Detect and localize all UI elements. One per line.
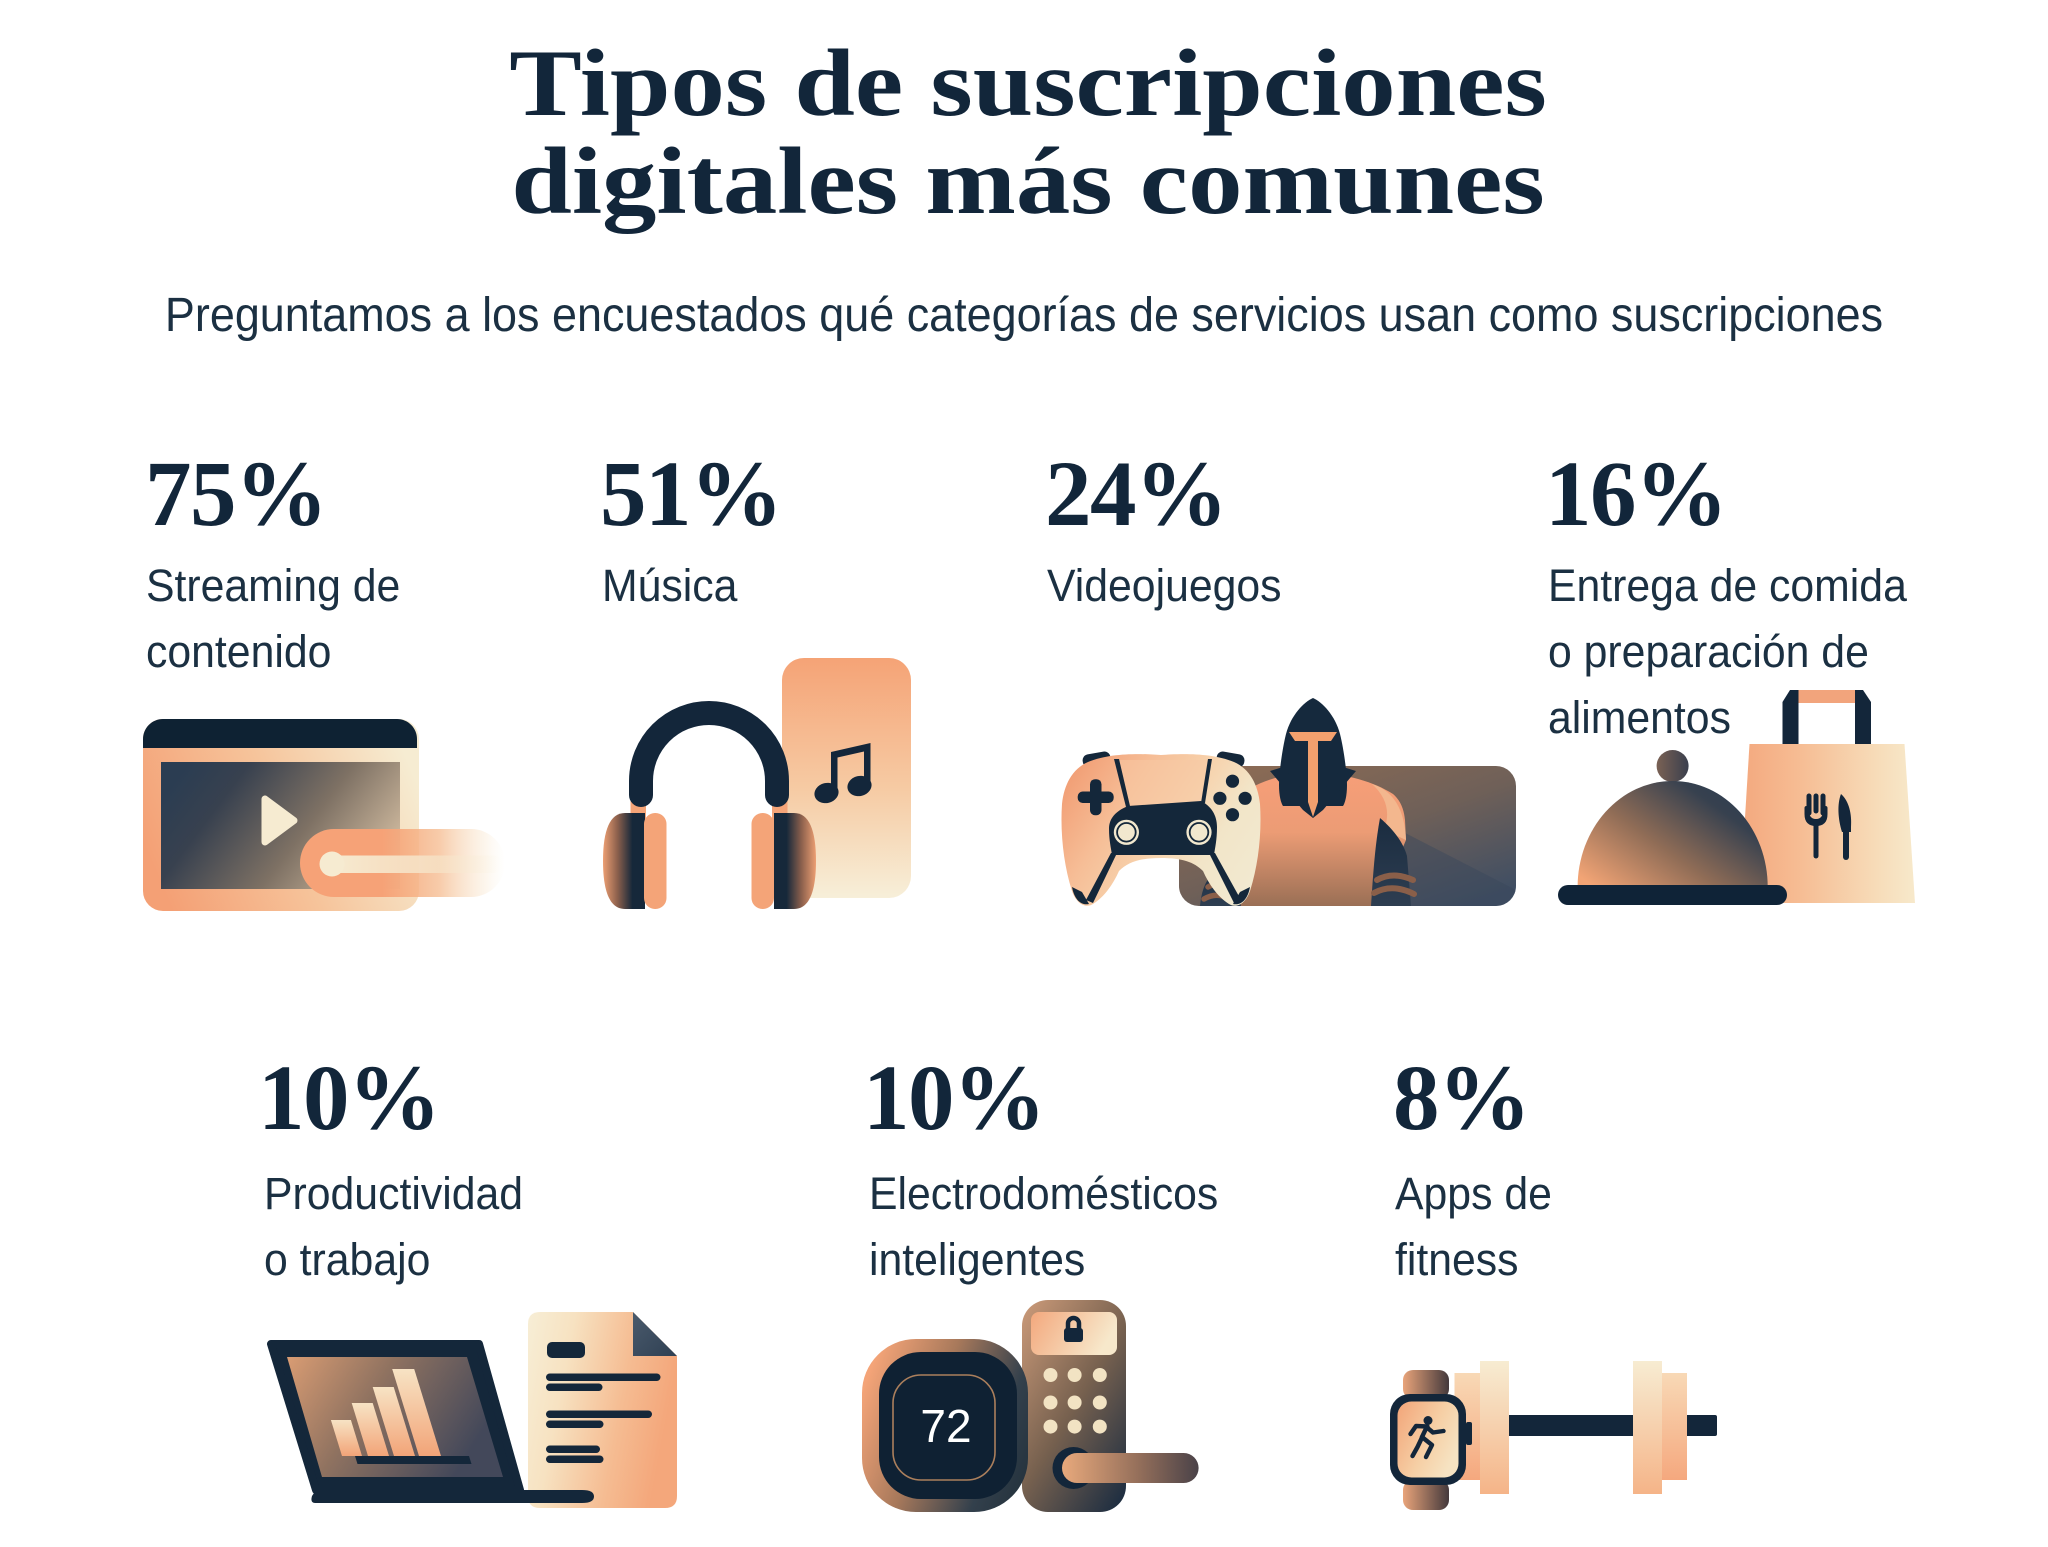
svg-text:72: 72 bbox=[920, 1400, 971, 1452]
